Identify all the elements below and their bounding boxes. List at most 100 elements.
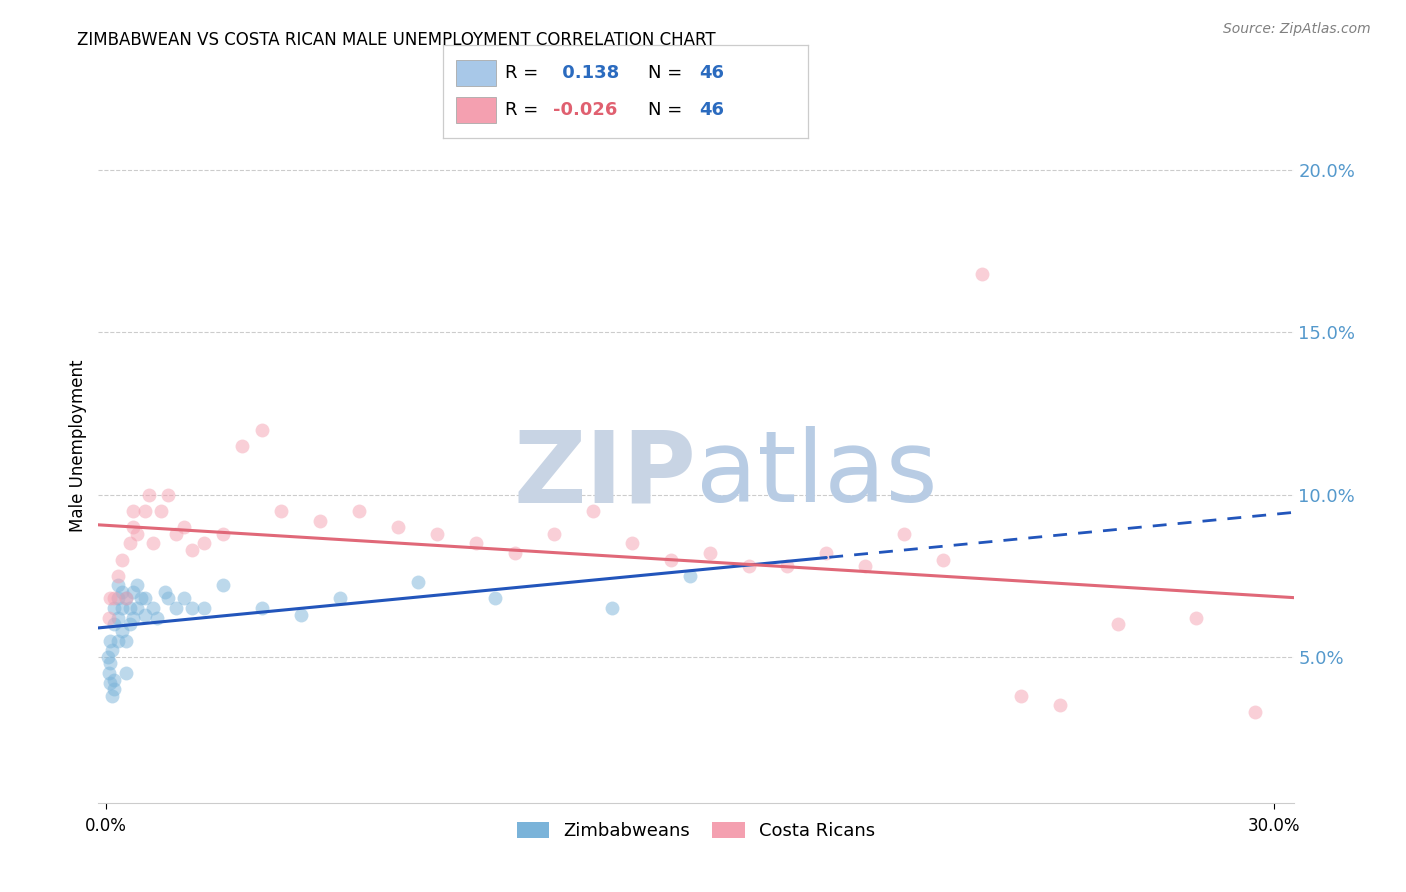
Point xyxy=(98,675,121,690)
Point xyxy=(138,488,160,502)
Point xyxy=(122,504,145,518)
Point xyxy=(231,439,253,453)
Point xyxy=(107,578,129,592)
Point xyxy=(111,624,134,638)
Point xyxy=(1049,698,1071,713)
Point xyxy=(349,504,371,518)
FancyBboxPatch shape xyxy=(456,60,496,86)
Text: R =: R = xyxy=(505,63,538,82)
Point xyxy=(290,607,312,622)
Point xyxy=(193,601,215,615)
Point xyxy=(157,591,180,606)
Point xyxy=(212,578,235,592)
Point xyxy=(893,526,915,541)
Point xyxy=(107,591,129,606)
Point xyxy=(503,546,526,560)
Point xyxy=(465,536,488,550)
Text: N =: N = xyxy=(648,101,682,120)
Point xyxy=(1107,617,1129,632)
Point xyxy=(406,575,429,590)
Point xyxy=(129,591,152,606)
Text: 46: 46 xyxy=(699,101,724,120)
Point xyxy=(142,536,165,550)
Point xyxy=(426,526,449,541)
Point xyxy=(134,607,156,622)
Point xyxy=(134,504,156,518)
Text: atlas: atlas xyxy=(696,426,938,523)
Text: -0.026: -0.026 xyxy=(553,101,617,120)
Point xyxy=(103,617,125,632)
Point xyxy=(165,601,187,615)
Point xyxy=(815,546,838,560)
Point xyxy=(157,488,180,502)
Point xyxy=(107,611,129,625)
Point xyxy=(484,591,506,606)
Point xyxy=(118,601,141,615)
Point xyxy=(679,568,702,582)
Point xyxy=(114,591,136,606)
Y-axis label: Male Unemployment: Male Unemployment xyxy=(69,359,87,533)
Point xyxy=(972,267,994,281)
Point xyxy=(270,504,292,518)
Point xyxy=(250,601,273,615)
Point xyxy=(127,578,149,592)
Point xyxy=(134,591,156,606)
Point xyxy=(180,601,202,615)
Point xyxy=(111,552,134,566)
Point xyxy=(1243,705,1265,719)
Point xyxy=(173,591,195,606)
Point xyxy=(111,601,134,615)
Point xyxy=(118,536,141,550)
Text: R =: R = xyxy=(505,101,538,120)
Point xyxy=(173,520,195,534)
Point xyxy=(122,611,145,625)
Point xyxy=(98,611,121,625)
Point xyxy=(387,520,409,534)
Text: ZIP: ZIP xyxy=(513,426,696,523)
Point xyxy=(142,601,165,615)
Point xyxy=(107,568,129,582)
Point xyxy=(127,526,149,541)
Point xyxy=(853,559,876,574)
Point xyxy=(103,601,125,615)
Point xyxy=(101,643,124,657)
Point xyxy=(122,520,145,534)
Point xyxy=(98,666,121,681)
Point xyxy=(149,504,172,518)
Point xyxy=(620,536,643,550)
Point xyxy=(101,689,124,703)
Text: ZIMBABWEAN VS COSTA RICAN MALE UNEMPLOYMENT CORRELATION CHART: ZIMBABWEAN VS COSTA RICAN MALE UNEMPLOYM… xyxy=(77,31,716,49)
Point xyxy=(114,633,136,648)
Point xyxy=(193,536,215,550)
Point xyxy=(107,633,129,648)
Point xyxy=(97,649,120,664)
Point xyxy=(582,504,605,518)
Text: 0.138: 0.138 xyxy=(557,63,620,82)
Point xyxy=(98,591,121,606)
Point xyxy=(776,559,799,574)
Point xyxy=(122,585,145,599)
Point xyxy=(165,526,187,541)
Point xyxy=(932,552,955,566)
Point xyxy=(127,601,149,615)
Point xyxy=(180,542,202,557)
Point xyxy=(114,666,136,681)
Point xyxy=(309,514,332,528)
Point xyxy=(98,633,121,648)
Point xyxy=(1010,689,1032,703)
Legend: Zimbabweans, Costa Ricans: Zimbabweans, Costa Ricans xyxy=(509,814,883,847)
Point xyxy=(699,546,721,560)
Point xyxy=(98,657,121,671)
Point xyxy=(118,617,141,632)
Point xyxy=(103,673,125,687)
Point xyxy=(250,423,273,437)
Point xyxy=(103,591,125,606)
Text: Source: ZipAtlas.com: Source: ZipAtlas.com xyxy=(1223,22,1371,37)
FancyBboxPatch shape xyxy=(456,97,496,123)
Point xyxy=(737,559,759,574)
Point xyxy=(111,585,134,599)
Point xyxy=(103,682,125,697)
Point xyxy=(659,552,682,566)
Point xyxy=(600,601,623,615)
Text: 46: 46 xyxy=(699,63,724,82)
